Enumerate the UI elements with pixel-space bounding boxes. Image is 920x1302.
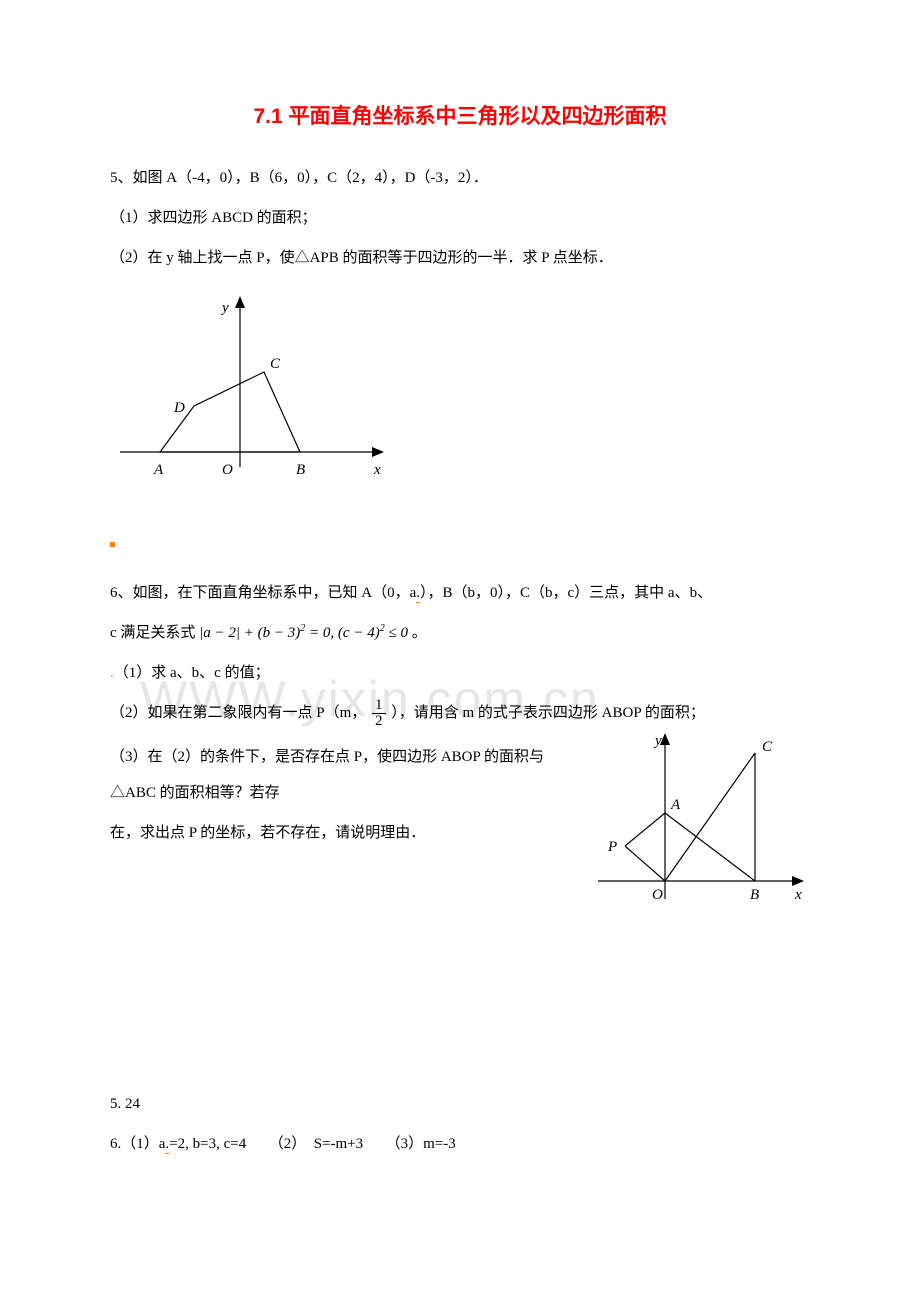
answer-6-rest: =2, b=3, c=4 （2） S=-m+3 （3）m=-3	[169, 1136, 456, 1152]
svg-text:O: O	[222, 462, 233, 478]
q6-frac-den: 2	[372, 714, 386, 729]
q6-line1-b: ），B（b，0），C（b，c）三点，其中 a、b、	[420, 585, 712, 601]
q6-eq: |a − 2| + (b − 3)2 = 0, (c − 4)2 ≤ 0	[199, 625, 408, 641]
svg-text:B: B	[296, 462, 305, 478]
svg-text:D: D	[173, 400, 185, 416]
q5-intro-text: 5、如图 A（-4，0），B（6，0），C（2，4），D（-3，2）．	[110, 170, 488, 186]
q5-intro: 5、如图 A（-4，0），B（6，0），C（2，4），D（-3，2）．	[110, 160, 810, 196]
page-title: 7.1 平面直角坐标系中三角形以及四边形面积	[110, 100, 810, 130]
q6-part3-a: （3）在（2）的条件下，是否存在点 P，使四边形 ABOP 的面积与△ABC 的…	[110, 739, 582, 811]
q6-part1: .（1）求 a、b、c 的值；	[110, 655, 810, 691]
q6-frac: 12	[372, 698, 386, 729]
svg-text:O: O	[652, 887, 663, 903]
svg-text:y: y	[220, 300, 229, 316]
q5-part2: （2）在 y 轴上找一点 P，使△APB 的面积等于四边形的一半．求 P 点坐标…	[110, 240, 810, 276]
svg-text:A: A	[670, 797, 681, 813]
q6-line1: 6、如图，在下面直角坐标系中，已知 A（0，a.），B（b，0），C（b，c）三…	[110, 575, 810, 611]
answer-6-prefix: 6.（1）a	[110, 1136, 165, 1152]
svg-text:C: C	[270, 356, 281, 372]
orange-dot	[110, 542, 115, 547]
q5-part1: （1）求四边形 ABCD 的面积；	[110, 200, 810, 236]
q6-svg: y C A P O Bx	[590, 731, 810, 921]
q5-figure: A B C D Ox y	[110, 292, 810, 502]
q5-svg: A B C D Ox y	[110, 292, 390, 497]
q6-part3-b: 在，求出点 P 的坐标，若不存在，请说明理由．	[110, 815, 582, 851]
svg-text:y: y	[653, 733, 662, 749]
svg-text:B: B	[750, 887, 759, 903]
q6-line1-a: 6、如图，在下面直角坐标系中，已知 A（0，a	[110, 585, 416, 601]
q6-figure: y C A P O Bx	[590, 731, 810, 926]
svg-text:P: P	[607, 839, 617, 855]
q6-line2-a: c 满足关系式	[110, 625, 195, 641]
q6-frac-num: 1	[372, 698, 386, 714]
svg-text:C: C	[762, 739, 773, 755]
svg-text:A: A	[153, 462, 164, 478]
q6-line2: c 满足关系式 |a − 2| + (b − 3)2 = 0, (c − 4)2…	[110, 615, 810, 651]
answer-6: 6.（1）a.=2, b=3, c=4 （2） S=-m+3 （3）m=-3	[110, 1126, 810, 1162]
q6-part2-b: ），请用含 m 的式子表示四边形 ABOP 的面积；	[391, 705, 705, 721]
answer-5: 5. 24	[110, 1086, 810, 1122]
q6-part2: （2）如果在第二象限内有一点 P（m， 12 ），请用含 m 的式子表示四边形 …	[110, 695, 810, 731]
q6-part2-a: （2）如果在第二象限内有一点 P（m，	[110, 705, 366, 721]
svg-text:x: x	[794, 887, 802, 903]
svg-text:x: x	[373, 462, 381, 478]
q6-part1-text: （1）求 a、b、c 的值；	[114, 665, 270, 681]
q6-line2-b: 。	[412, 625, 427, 641]
